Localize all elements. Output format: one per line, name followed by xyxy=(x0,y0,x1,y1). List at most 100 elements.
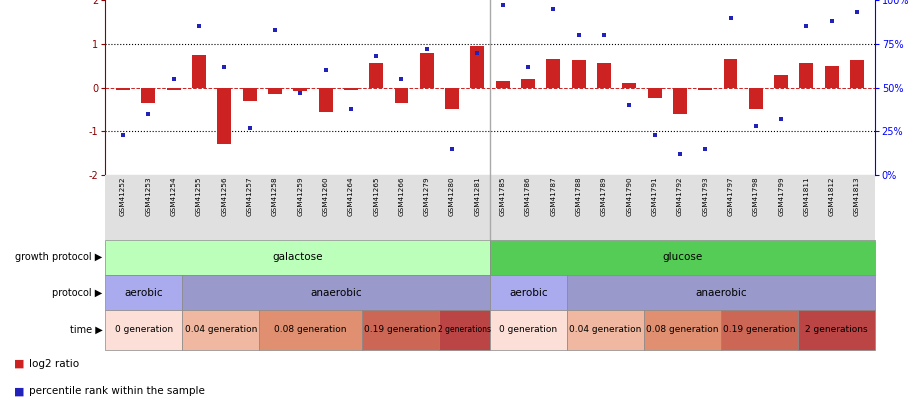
Text: GSM41785: GSM41785 xyxy=(500,176,506,216)
Bar xyxy=(471,46,485,87)
Bar xyxy=(445,87,459,109)
Bar xyxy=(622,83,637,87)
Bar xyxy=(268,87,282,94)
Bar xyxy=(824,66,839,87)
Text: aerobic: aerobic xyxy=(509,288,548,298)
Text: growth protocol ▶: growth protocol ▶ xyxy=(16,252,103,262)
Bar xyxy=(141,87,156,103)
Text: GSM41260: GSM41260 xyxy=(322,176,329,216)
Text: GSM41787: GSM41787 xyxy=(551,176,556,216)
Bar xyxy=(259,310,362,350)
Bar xyxy=(721,310,798,350)
Bar xyxy=(182,310,259,350)
Text: percentile rank within the sample: percentile rank within the sample xyxy=(29,386,205,396)
Text: GSM41788: GSM41788 xyxy=(575,176,582,216)
Bar xyxy=(369,64,383,87)
Text: GSM41256: GSM41256 xyxy=(222,176,227,216)
Bar xyxy=(105,175,875,240)
Bar xyxy=(800,64,813,87)
Text: GSM41790: GSM41790 xyxy=(627,176,632,216)
Text: GSM41798: GSM41798 xyxy=(753,176,758,216)
Bar xyxy=(105,310,182,350)
Text: GSM41257: GSM41257 xyxy=(246,176,253,216)
Text: time ▶: time ▶ xyxy=(70,325,103,335)
Bar xyxy=(420,53,434,87)
Bar xyxy=(648,87,661,98)
Text: GSM41264: GSM41264 xyxy=(348,176,354,216)
Bar xyxy=(567,275,875,310)
Bar xyxy=(182,275,490,310)
Bar xyxy=(850,60,864,87)
Text: GSM41279: GSM41279 xyxy=(424,176,430,216)
Bar xyxy=(344,87,358,90)
Bar xyxy=(724,59,737,87)
Text: anaerobic: anaerobic xyxy=(695,288,747,298)
Text: GSM41792: GSM41792 xyxy=(677,176,683,216)
Text: GSM41811: GSM41811 xyxy=(803,176,810,216)
Text: GSM41786: GSM41786 xyxy=(525,176,531,216)
Bar xyxy=(597,64,611,87)
Bar xyxy=(673,87,687,114)
Bar xyxy=(572,60,585,87)
Text: ■: ■ xyxy=(14,359,24,369)
Bar xyxy=(293,87,307,91)
Bar xyxy=(243,87,256,100)
Bar xyxy=(698,87,712,90)
Text: 0.08 generation: 0.08 generation xyxy=(274,326,347,335)
Text: GSM41255: GSM41255 xyxy=(196,176,202,216)
Bar xyxy=(105,275,182,310)
Text: GSM41797: GSM41797 xyxy=(727,176,734,216)
Text: GSM41793: GSM41793 xyxy=(703,176,708,216)
Bar xyxy=(490,240,875,275)
Text: 0.04 generation: 0.04 generation xyxy=(184,326,257,335)
Bar xyxy=(192,55,206,87)
Text: GSM41280: GSM41280 xyxy=(449,176,455,216)
Bar xyxy=(798,310,875,350)
Text: GSM41252: GSM41252 xyxy=(120,176,126,216)
Bar xyxy=(567,310,644,350)
Text: 0.19 generation: 0.19 generation xyxy=(723,326,796,335)
Bar xyxy=(105,240,490,275)
Text: 0 generation: 0 generation xyxy=(114,326,173,335)
Text: GSM41812: GSM41812 xyxy=(829,176,834,216)
Text: GSM41813: GSM41813 xyxy=(854,176,860,216)
Text: 0 generation: 0 generation xyxy=(499,326,558,335)
Text: GSM41281: GSM41281 xyxy=(474,176,480,216)
Text: anaerobic: anaerobic xyxy=(311,288,362,298)
Text: protocol ▶: protocol ▶ xyxy=(52,288,103,298)
Text: GSM41265: GSM41265 xyxy=(373,176,379,216)
Bar xyxy=(644,310,721,350)
Text: 2 generations: 2 generations xyxy=(438,326,491,335)
Text: GSM41258: GSM41258 xyxy=(272,176,278,216)
Bar xyxy=(749,87,763,109)
Text: GSM41791: GSM41791 xyxy=(651,176,658,216)
Text: glucose: glucose xyxy=(662,252,703,262)
Text: GSM41266: GSM41266 xyxy=(398,176,405,216)
Text: 0.08 generation: 0.08 generation xyxy=(646,326,719,335)
Bar xyxy=(490,310,567,350)
Text: GSM41253: GSM41253 xyxy=(146,176,151,216)
Bar xyxy=(439,310,490,350)
Text: aerobic: aerobic xyxy=(125,288,163,298)
Bar xyxy=(521,79,535,87)
Bar xyxy=(546,59,561,87)
Text: 2 generations: 2 generations xyxy=(805,326,867,335)
Bar xyxy=(319,87,333,111)
Text: GSM41254: GSM41254 xyxy=(170,176,177,216)
Text: log2 ratio: log2 ratio xyxy=(29,359,80,369)
Bar xyxy=(395,87,409,103)
Bar xyxy=(116,87,130,90)
Bar xyxy=(217,87,231,144)
Bar xyxy=(496,81,509,87)
Text: GSM41259: GSM41259 xyxy=(297,176,303,216)
Text: ■: ■ xyxy=(14,386,24,396)
Bar xyxy=(774,75,788,87)
Text: 0.19 generation: 0.19 generation xyxy=(364,326,437,335)
Text: galactose: galactose xyxy=(272,252,323,262)
Bar xyxy=(167,87,180,90)
Bar xyxy=(362,310,439,350)
Bar xyxy=(490,275,567,310)
Text: GSM41789: GSM41789 xyxy=(601,176,607,216)
Text: 0.04 generation: 0.04 generation xyxy=(569,326,642,335)
Text: GSM41799: GSM41799 xyxy=(778,176,784,216)
